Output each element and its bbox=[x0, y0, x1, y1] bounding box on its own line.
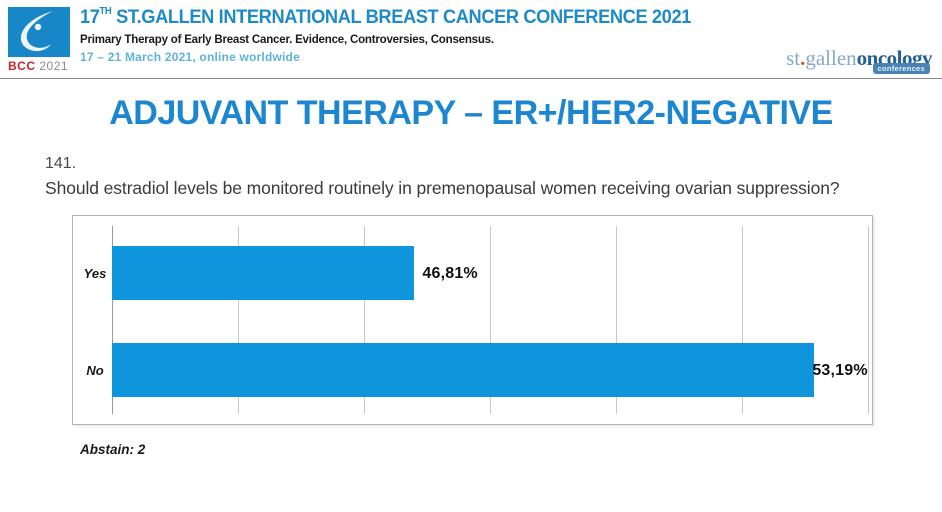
abstain-note: Abstain: 2 bbox=[80, 441, 146, 457]
conference-title-ordinal: TH bbox=[99, 6, 112, 17]
chart-plot-area: 46,81% 53,19% bbox=[112, 216, 869, 424]
conference-dates: 17 – 21 March 2021, online worldwide bbox=[80, 50, 300, 64]
vote-bar-chart: Yes No 46,81% 53,19% bbox=[72, 214, 873, 425]
conference-title-number: 17 bbox=[80, 7, 100, 28]
conference-subtitle: Primary Therapy of Early Breast Cancer. … bbox=[80, 34, 494, 46]
bcc-droplet-icon bbox=[8, 7, 70, 57]
question-number: 141. bbox=[45, 155, 77, 172]
conference-title-rest: ST.GALLEN INTERNATIONAL BREAST CANCER CO… bbox=[111, 7, 691, 28]
conferences-badge: conferences bbox=[872, 63, 930, 74]
stgallen-oncology-logo: st.gallenoncology conferences bbox=[786, 46, 933, 74]
stgallen-logo-dot: . bbox=[800, 46, 806, 70]
stgallen-logo-gallen: gallen bbox=[805, 46, 857, 70]
stgallen-logo-st: st bbox=[786, 46, 801, 70]
slide-title: ADJUVANT THERAPY – ER+/HER2-NEGATIVE bbox=[109, 94, 833, 132]
category-label-no: No bbox=[86, 362, 104, 378]
question-text: Should estradiol levels be monitored rou… bbox=[45, 178, 840, 198]
conference-header: BCC 2021 17TH ST.GALLEN INTERNATIONAL BR… bbox=[0, 0, 942, 79]
category-label-yes: Yes bbox=[83, 265, 107, 281]
bcc-logo-caption: BCC 2021 bbox=[8, 59, 72, 73]
bar-no bbox=[112, 342, 815, 397]
value-label-no: 53,19% bbox=[812, 361, 868, 379]
bcc-logo-text: BCC bbox=[8, 59, 36, 73]
question-block: 141. Should estradiol levels be monitore… bbox=[45, 155, 942, 200]
value-label-yes: 46,81% bbox=[422, 264, 478, 282]
bcc-logo-year: 2021 bbox=[39, 59, 69, 73]
conference-title: 17TH ST.GALLEN INTERNATIONAL BREAST CANC… bbox=[80, 6, 691, 29]
bar-yes bbox=[112, 245, 415, 300]
conference-header-text: 17TH ST.GALLEN INTERNATIONAL BREAST CANC… bbox=[80, 6, 716, 64]
bcc-logo: BCC 2021 bbox=[8, 7, 72, 73]
